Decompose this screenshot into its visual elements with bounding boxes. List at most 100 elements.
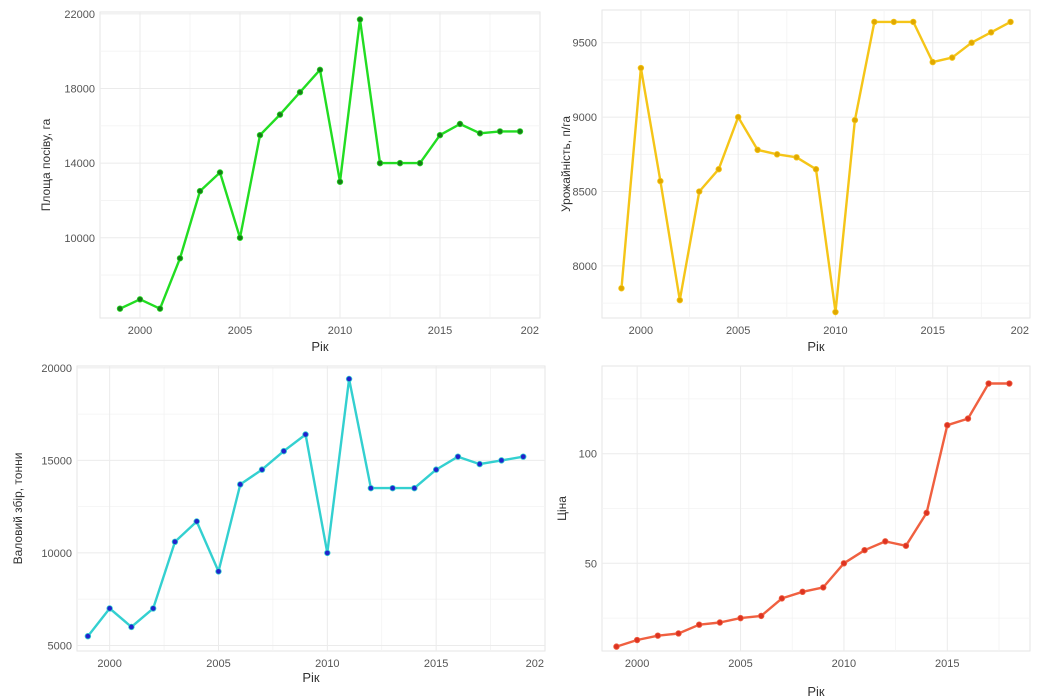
x-tick-label: 2010 (315, 658, 339, 670)
data-point (637, 64, 645, 72)
data-point (324, 549, 331, 557)
x-tick-label: 2000 (97, 658, 121, 670)
data-point (851, 116, 859, 124)
data-point (236, 234, 244, 241)
data-point (411, 484, 418, 492)
data-point (280, 447, 287, 455)
data-point (890, 18, 898, 26)
x-tick-label: 2015 (424, 658, 448, 670)
x-axis-label: Рік (807, 684, 825, 699)
x-tick-label-partial: 202 (526, 658, 544, 670)
plot-area (601, 9, 1031, 319)
data-point (149, 605, 157, 612)
data-point (276, 111, 284, 118)
x-tick-label: 2015 (920, 325, 944, 337)
data-point (820, 584, 827, 591)
data-point (929, 58, 936, 66)
data-point (812, 166, 820, 173)
data-point (861, 546, 868, 554)
data-point (754, 146, 761, 154)
y-tick-label: 22000 (64, 9, 95, 21)
data-point (657, 177, 664, 185)
data-point (715, 166, 722, 173)
x-tick-label: 2015 (935, 658, 959, 670)
y-axis-label: Урожайність, п/га (559, 116, 573, 212)
x-tick-label: 2000 (625, 658, 649, 670)
data-point (498, 457, 505, 464)
data-point (737, 614, 744, 622)
data-point (296, 89, 304, 96)
y-tick-label: 9500 (573, 38, 597, 50)
data-point (799, 588, 806, 596)
data-point (871, 18, 878, 26)
data-point (416, 159, 424, 167)
data-point (389, 484, 396, 492)
y-tick-label: 100 (579, 449, 597, 461)
data-point (496, 128, 504, 135)
x-tick-label: 2010 (832, 658, 856, 670)
x-axis-label: Рік (302, 670, 320, 685)
x-tick-label: 2000 (629, 325, 653, 337)
data-point (948, 54, 956, 61)
data-point (987, 29, 995, 36)
y-tick-label: 14000 (64, 158, 95, 170)
data-point (778, 595, 786, 602)
data-point (436, 131, 444, 139)
data-point (196, 187, 204, 195)
x-tick-label-partial: 202 (1011, 325, 1029, 337)
data-point (758, 612, 765, 620)
data-point (734, 113, 742, 121)
data-point (106, 605, 113, 612)
data-point (256, 131, 264, 139)
data-point (356, 16, 364, 23)
data-point (633, 636, 641, 644)
x-tick-label: 2005 (228, 325, 252, 337)
chart-panel-2: 8000 8500 9000 9500 2000 2005 2010 2015 202 Рік Ур… (559, 9, 1031, 354)
data-point (882, 538, 889, 545)
data-point (116, 305, 124, 312)
data-point (613, 643, 620, 650)
data-point (476, 130, 484, 137)
data-point (832, 308, 839, 316)
data-point (336, 178, 344, 185)
data-point (367, 484, 375, 492)
y-tick-label: 5000 (48, 640, 72, 652)
data-point (923, 509, 930, 517)
chart-panel-3: 5000 10000 15000 20000 2000 2005 2010 2015 202 Рі… (11, 363, 546, 685)
x-tick-label: 2005 (728, 658, 752, 670)
y-tick-label: 9000 (573, 112, 597, 124)
y-axis-label: Ціна (555, 496, 569, 521)
data-point (215, 568, 222, 575)
data-point (520, 453, 527, 460)
data-point (454, 453, 462, 460)
y-tick-label: 15000 (41, 455, 72, 467)
data-point (695, 621, 703, 628)
y-tick-label: 50 (585, 558, 597, 570)
data-point (985, 380, 992, 387)
data-point (171, 538, 179, 546)
chart-panel-1: 10000 14000 18000 22000 2000 2005 2010 2015 202 Р… (39, 9, 541, 354)
x-axis-label: Рік (807, 339, 825, 354)
y-tick-label: 10000 (41, 548, 72, 560)
y-axis-label: Валовий збір, тонни (11, 453, 25, 565)
data-point (345, 375, 353, 383)
plot-area (99, 11, 541, 319)
x-tick-label: 2010 (823, 325, 847, 337)
data-point (968, 39, 975, 46)
data-point (516, 128, 524, 135)
data-point (456, 120, 464, 128)
data-point (302, 431, 309, 438)
data-point (716, 619, 724, 626)
series-line (615, 382, 1011, 648)
y-tick-label: 8000 (573, 261, 597, 273)
data-point (376, 159, 384, 167)
y-tick-label: 10000 (64, 233, 95, 245)
data-point (696, 188, 703, 195)
data-point (128, 623, 135, 631)
x-axis-label: Рік (311, 339, 329, 354)
data-point (136, 296, 144, 303)
data-point (793, 154, 800, 161)
plot-area (76, 365, 546, 652)
data-point (840, 560, 848, 567)
data-point (176, 255, 184, 262)
